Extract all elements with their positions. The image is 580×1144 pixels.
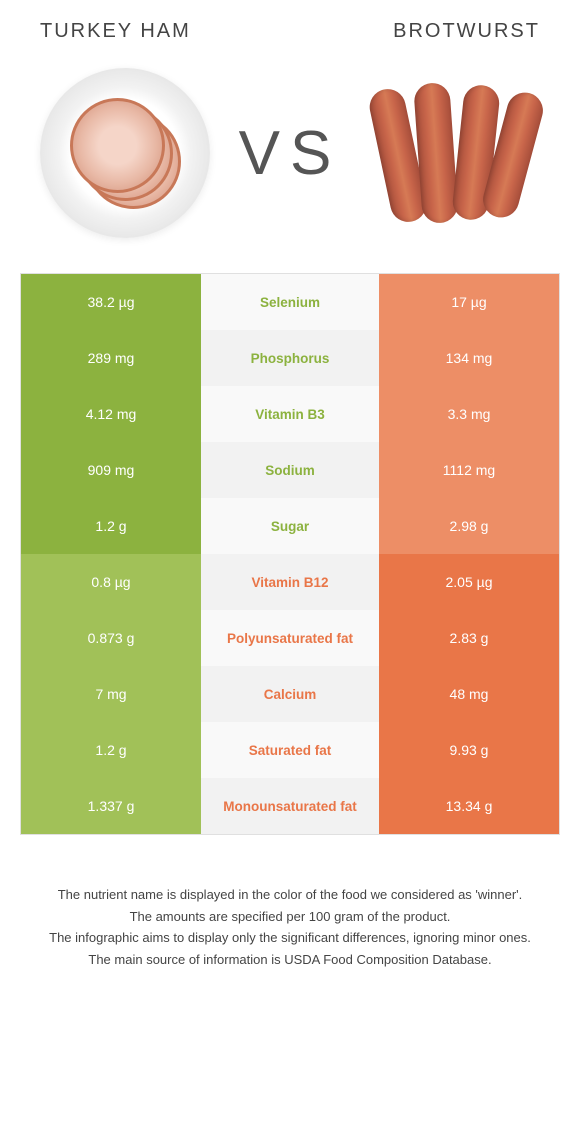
footer-line-3: The infographic aims to display only the… <box>35 928 545 948</box>
nutrient-row: 0.8 µgVitamin B122.05 µg <box>21 554 559 610</box>
left-value: 1.2 g <box>21 498 201 554</box>
nutrient-row: 1.337 gMonounsaturated fat13.34 g <box>21 778 559 834</box>
nutrient-name: Sugar <box>201 498 379 554</box>
left-value: 289 mg <box>21 330 201 386</box>
nutrient-table: 38.2 µgSelenium17 µg289 mgPhosphorus134 … <box>20 273 560 835</box>
nutrient-row: 0.873 gPolyunsaturated fat2.83 g <box>21 610 559 666</box>
right-value: 2.05 µg <box>379 554 559 610</box>
nutrient-row: 4.12 mgVitamin B33.3 mg <box>21 386 559 442</box>
right-value: 2.98 g <box>379 498 559 554</box>
nutrient-name: Vitamin B12 <box>201 554 379 610</box>
right-value: 3.3 mg <box>379 386 559 442</box>
nutrient-name: Phosphorus <box>201 330 379 386</box>
nutrient-name: Vitamin B3 <box>201 386 379 442</box>
nutrient-row: 1.2 gSaturated fat9.93 g <box>21 722 559 778</box>
nutrient-name: Selenium <box>201 274 379 330</box>
footer-line-2: The amounts are specified per 100 gram o… <box>35 907 545 927</box>
nutrient-name: Polyunsaturated fat <box>201 610 379 666</box>
left-value: 4.12 mg <box>21 386 201 442</box>
right-value: 1112 mg <box>379 442 559 498</box>
nutrient-row: 289 mgPhosphorus134 mg <box>21 330 559 386</box>
nutrient-name: Saturated fat <box>201 722 379 778</box>
right-value: 2.83 g <box>379 610 559 666</box>
right-food-image <box>360 63 550 243</box>
left-value: 909 mg <box>21 442 201 498</box>
footer-line-4: The main source of information is USDA F… <box>35 950 545 970</box>
right-value: 48 mg <box>379 666 559 722</box>
images-row: VS <box>20 63 560 243</box>
header-row: TURKEY HAM BROTWURST <box>20 20 560 43</box>
right-value: 134 mg <box>379 330 559 386</box>
sausages-icon <box>370 83 540 223</box>
left-title: TURKEY HAM <box>40 20 191 43</box>
nutrient-name: Monounsaturated fat <box>201 778 379 834</box>
right-value: 9.93 g <box>379 722 559 778</box>
left-value: 0.873 g <box>21 610 201 666</box>
footer-line-1: The nutrient name is displayed in the co… <box>35 885 545 905</box>
right-value: 13.34 g <box>379 778 559 834</box>
left-value: 38.2 µg <box>21 274 201 330</box>
left-value: 1.2 g <box>21 722 201 778</box>
left-value: 1.337 g <box>21 778 201 834</box>
plate-icon <box>40 68 210 238</box>
right-title: BROTWURST <box>393 20 540 43</box>
nutrient-row: 1.2 gSugar2.98 g <box>21 498 559 554</box>
left-value: 7 mg <box>21 666 201 722</box>
nutrient-row: 909 mgSodium1112 mg <box>21 442 559 498</box>
nutrient-row: 38.2 µgSelenium17 µg <box>21 274 559 330</box>
nutrient-name: Sodium <box>201 442 379 498</box>
left-food-image <box>30 63 220 243</box>
nutrient-row: 7 mgCalcium48 mg <box>21 666 559 722</box>
right-value: 17 µg <box>379 274 559 330</box>
vs-label: VS <box>239 118 342 189</box>
left-value: 0.8 µg <box>21 554 201 610</box>
nutrient-name: Calcium <box>201 666 379 722</box>
footer-notes: The nutrient name is displayed in the co… <box>20 885 560 969</box>
